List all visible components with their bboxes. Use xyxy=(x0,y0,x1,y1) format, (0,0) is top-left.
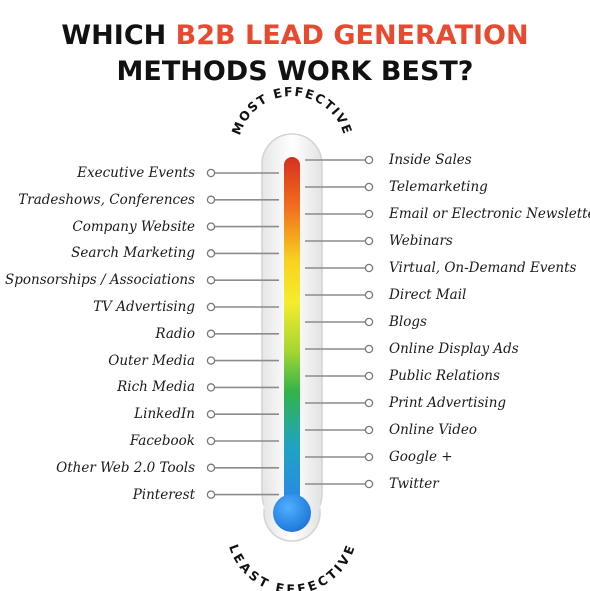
left-connector-dot xyxy=(206,195,216,205)
left-connector-dot xyxy=(206,329,216,339)
left-method-3: Search Marketing xyxy=(71,245,195,262)
right-method-6: Blogs xyxy=(389,314,427,330)
right-method-5: Direct Mail xyxy=(389,287,467,303)
right-connector-dot xyxy=(364,209,374,219)
right-method-0: Inside Sales xyxy=(389,152,472,168)
right-connectors xyxy=(305,155,374,489)
right-connector-dot xyxy=(364,371,374,381)
left-method-10: Facebook xyxy=(129,433,195,449)
left-connector-dot xyxy=(206,302,216,312)
left-connector-dot xyxy=(206,249,216,258)
left-method-2: Company Website xyxy=(72,218,195,235)
left-method-12: Pinterest xyxy=(132,486,195,503)
right-method-1: Telemarketing xyxy=(389,179,488,195)
least-effective-label: LEAST EFFECTIVE xyxy=(226,542,358,591)
right-connector-dot xyxy=(364,452,374,462)
left-connector-dot xyxy=(206,383,216,392)
right-method-10: Online Video xyxy=(389,422,477,438)
left-connectors xyxy=(206,168,279,499)
right-method-7: Online Display Ads xyxy=(389,341,519,357)
right-method-9: Print Advertising xyxy=(389,395,507,411)
thermometer-fill xyxy=(273,157,311,532)
right-method-12: Twitter xyxy=(389,476,439,492)
left-connector-dot xyxy=(206,436,216,446)
right-method-8: Public Relations xyxy=(389,368,500,384)
left-method-4: Sponsorships / Associations xyxy=(4,272,195,289)
left-connector-dot xyxy=(206,356,216,365)
right-connector-dot xyxy=(364,344,374,354)
right-connector-dot xyxy=(364,155,374,165)
most-effective-label: MOST EFFECTIVE xyxy=(228,84,355,137)
left-connector-dot xyxy=(206,222,216,231)
title-line-1: WHICH B2B LEAD GENERATION xyxy=(0,20,590,51)
right-connector-dot xyxy=(364,317,374,327)
left-method-7: Outer Media xyxy=(108,352,195,369)
left-method-9: LinkedIn xyxy=(134,406,195,423)
right-connector-dot xyxy=(364,479,374,489)
left-connector-dot xyxy=(206,168,216,178)
right-method-2: Email or Electronic Newsletters xyxy=(389,206,590,222)
title-line-2: METHODS WORK BEST? xyxy=(116,56,474,87)
left-method-1: Tradeshows, Conferences xyxy=(18,191,195,208)
right-connector-dot xyxy=(364,236,374,246)
right-method-11: Google + xyxy=(389,449,453,465)
right-connector-dot xyxy=(364,182,374,192)
left-connector-dot xyxy=(206,463,216,473)
left-connector-dot xyxy=(206,490,216,499)
right-connector-dot xyxy=(364,398,374,408)
right-connector-dot xyxy=(364,425,374,435)
right-method-4: Virtual, On-Demand Events xyxy=(389,260,577,276)
left-method-6: Radio xyxy=(155,325,195,342)
left-method-0: Executive Events xyxy=(77,165,195,181)
left-method-8: Rich Media xyxy=(117,379,195,396)
title-accent: B2B LEAD GENERATION xyxy=(175,20,529,51)
title-prefix: WHICH xyxy=(61,20,176,51)
right-connector-dot xyxy=(364,290,374,300)
right-connector-dot xyxy=(364,263,374,273)
right-method-3: Webinars xyxy=(389,233,453,249)
left-connector-dot xyxy=(206,275,216,285)
left-method-5: TV Advertising xyxy=(93,299,195,315)
left-method-11: Other Web 2.0 Tools xyxy=(56,459,195,476)
left-connector-dot xyxy=(206,409,216,419)
